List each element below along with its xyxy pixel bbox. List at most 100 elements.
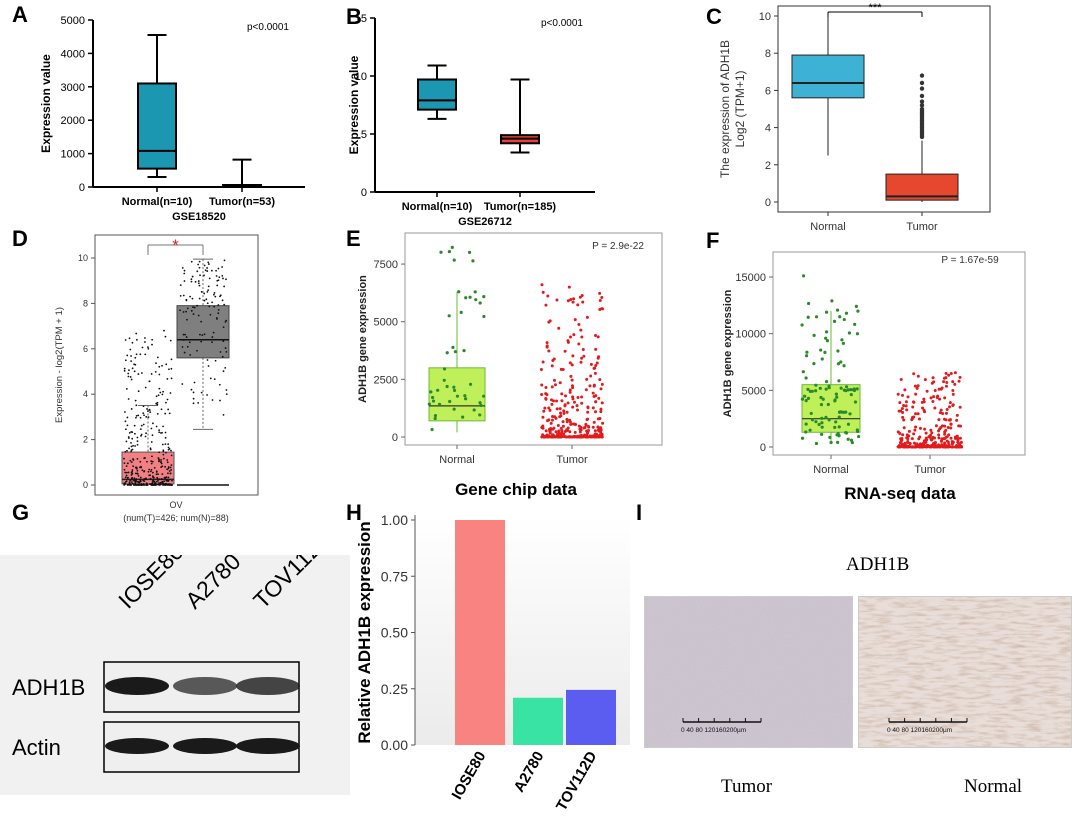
data-point bbox=[125, 440, 128, 443]
data-point bbox=[814, 315, 819, 319]
data-point bbox=[588, 384, 592, 388]
data-point bbox=[430, 427, 434, 432]
x-axis-label: OV bbox=[169, 500, 182, 510]
data-point bbox=[142, 405, 145, 408]
data-point bbox=[844, 385, 849, 389]
data-point bbox=[131, 469, 134, 471]
data-point bbox=[806, 301, 811, 306]
x-tick-label: Normal(n=10) bbox=[402, 201, 473, 213]
y-tick-label: 2 bbox=[765, 160, 771, 172]
data-point bbox=[820, 416, 824, 420]
bar bbox=[455, 520, 505, 745]
data-point bbox=[573, 430, 577, 434]
data-point bbox=[820, 425, 824, 429]
data-point bbox=[552, 357, 556, 361]
data-point bbox=[544, 429, 548, 433]
data-point bbox=[148, 408, 151, 411]
data-point bbox=[836, 349, 840, 353]
data-point bbox=[201, 334, 204, 337]
data-point bbox=[580, 395, 584, 399]
data-point bbox=[128, 337, 131, 340]
data-point bbox=[568, 388, 572, 392]
data-point bbox=[158, 451, 161, 454]
chart-c: 0 2 4 6 8 10 Normal Tumor *** The expression of A… bbox=[718, 2, 991, 233]
data-point bbox=[902, 418, 906, 422]
data-point bbox=[135, 416, 137, 419]
data-point bbox=[156, 476, 159, 479]
data-point bbox=[899, 439, 903, 443]
data-point bbox=[218, 383, 221, 386]
y-tick-label: 7500 bbox=[374, 259, 398, 271]
data-point bbox=[915, 445, 919, 449]
data-point bbox=[591, 425, 595, 429]
chart-b: 0 5 10 15 Normal(n=10) Tumor(n=185) GSE26712 Ex… bbox=[347, 13, 595, 225]
data-point bbox=[190, 260, 193, 263]
data-point bbox=[159, 391, 162, 394]
data-point bbox=[835, 433, 839, 437]
outlier-point bbox=[919, 99, 925, 104]
data-point bbox=[181, 383, 184, 385]
data-point bbox=[151, 481, 154, 484]
data-point bbox=[222, 277, 224, 280]
panel-label-d: D bbox=[12, 226, 28, 251]
data-point bbox=[169, 392, 172, 394]
data-point bbox=[433, 416, 437, 421]
y-tick-label: 8 bbox=[765, 48, 771, 60]
data-point bbox=[199, 333, 201, 336]
data-point bbox=[801, 370, 805, 374]
data-point bbox=[165, 479, 168, 482]
data-point bbox=[953, 437, 957, 441]
data-point bbox=[129, 348, 132, 351]
data-point bbox=[800, 436, 805, 440]
data-point bbox=[137, 373, 140, 375]
data-point bbox=[929, 396, 933, 400]
data-point bbox=[124, 411, 126, 413]
data-point bbox=[474, 298, 478, 302]
data-point bbox=[899, 378, 903, 382]
data-point bbox=[600, 295, 604, 299]
data-point bbox=[824, 330, 829, 334]
y-tick-label: 15 bbox=[355, 13, 367, 25]
data-point bbox=[123, 457, 125, 460]
blot-band bbox=[105, 677, 169, 695]
data-point bbox=[206, 267, 208, 269]
data-point bbox=[804, 376, 808, 380]
data-point bbox=[223, 303, 226, 306]
data-point bbox=[814, 383, 818, 387]
data-point bbox=[196, 304, 199, 307]
y-tick-label: 5000 bbox=[374, 317, 398, 329]
data-point bbox=[186, 307, 189, 310]
x-tick-label: TOV112D bbox=[553, 748, 601, 813]
data-point bbox=[837, 425, 841, 429]
data-point bbox=[203, 264, 206, 267]
data-point bbox=[151, 434, 154, 437]
data-point bbox=[167, 472, 169, 475]
box bbox=[137, 82, 177, 170]
data-point bbox=[126, 354, 129, 357]
ihc-image-tumor: 0 40 80 120160200µm bbox=[644, 596, 853, 748]
y-tick-label: 0.75 bbox=[381, 568, 408, 584]
data-point bbox=[150, 441, 153, 443]
data-point bbox=[922, 397, 926, 401]
data-point bbox=[586, 417, 590, 421]
data-point bbox=[955, 413, 959, 417]
data-point bbox=[943, 443, 947, 447]
data-point bbox=[579, 328, 583, 332]
data-point bbox=[930, 431, 934, 435]
data-point bbox=[912, 441, 916, 445]
data-point bbox=[170, 484, 173, 486]
data-point bbox=[200, 340, 203, 343]
data-point bbox=[920, 406, 924, 410]
data-point bbox=[219, 295, 221, 298]
data-point bbox=[135, 467, 138, 470]
data-point bbox=[924, 438, 928, 442]
data-point bbox=[598, 291, 602, 295]
data-point bbox=[957, 445, 961, 449]
data-point bbox=[124, 450, 127, 453]
data-point bbox=[190, 388, 193, 391]
data-point bbox=[129, 479, 132, 482]
data-point bbox=[934, 424, 938, 428]
data-point bbox=[141, 346, 144, 349]
data-point bbox=[933, 406, 937, 410]
